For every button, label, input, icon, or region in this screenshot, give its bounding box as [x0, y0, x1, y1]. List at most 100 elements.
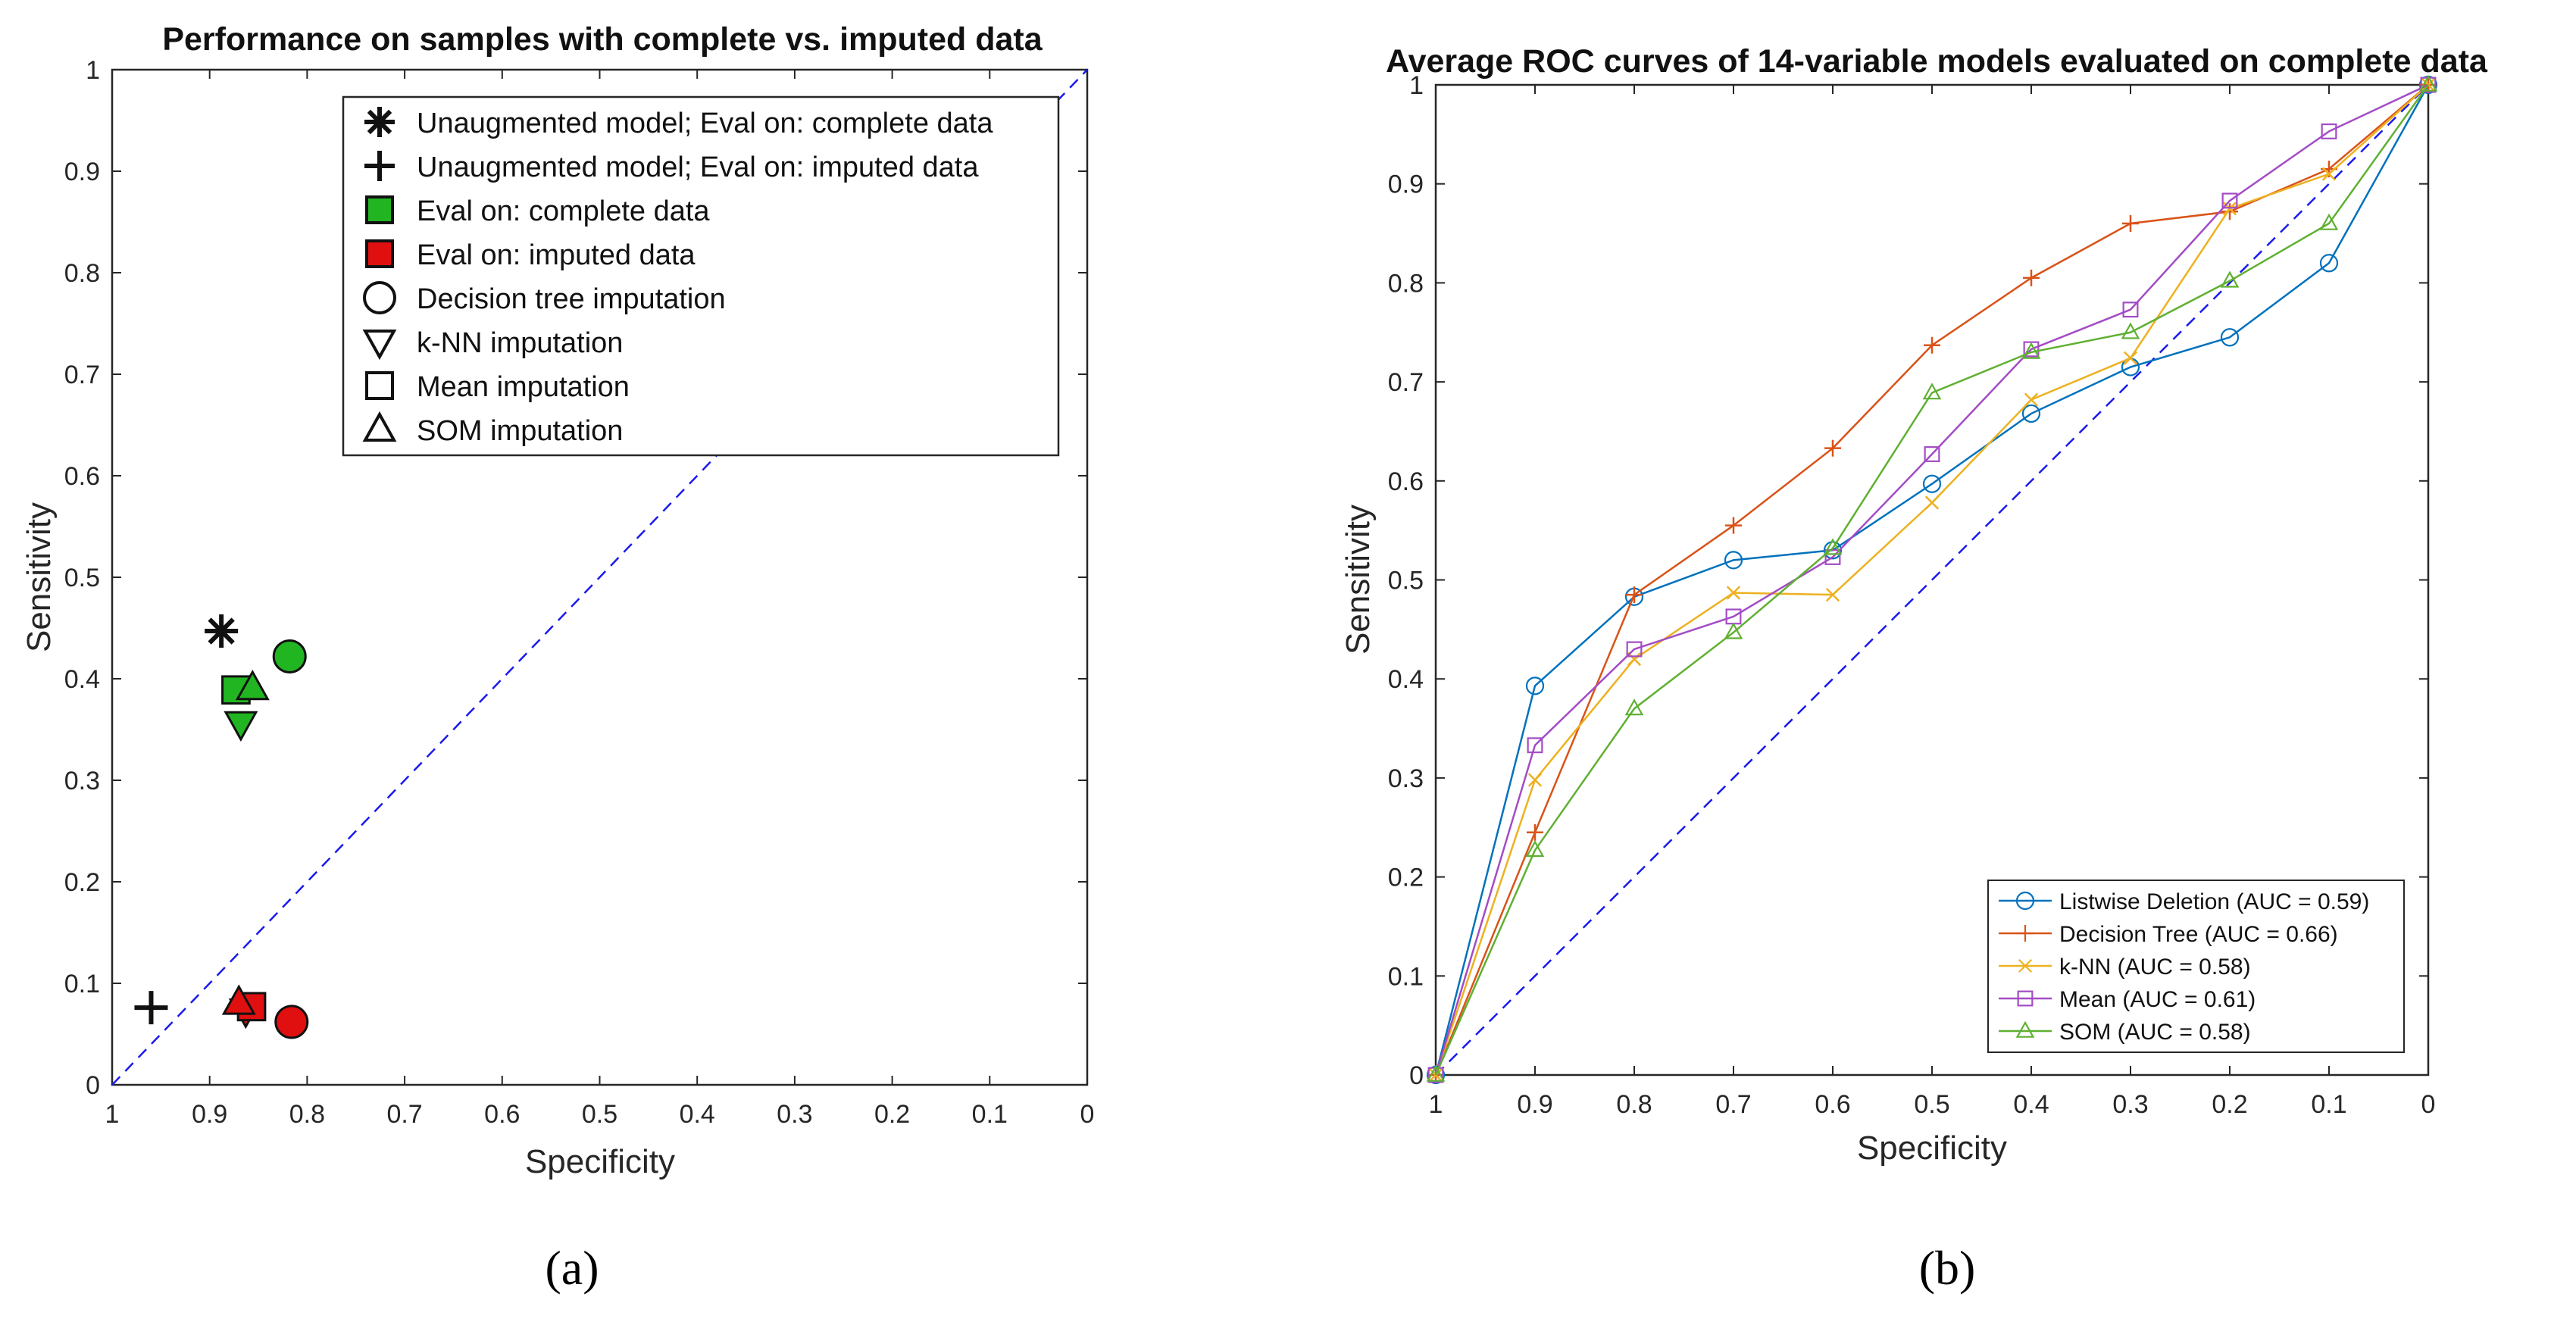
chart-b-ticks: 1 0.9 0.8 0.7 0.6 0.5 0.4 0.3 0.2 0.1 0 0 0.1 0.2 0.3 0…: [1388, 71, 2436, 1119]
chart-b-xtick-label: 0.8: [1616, 1090, 1652, 1119]
legend-b-label: Decision Tree (AUC = 0.66): [2059, 922, 2338, 947]
chart-a-xtick-label: 0.2: [874, 1100, 910, 1129]
chart-b-ytick-label: 0.5: [1388, 567, 1424, 595]
series-point: [2221, 192, 2238, 209]
series-line: [1434, 84, 2430, 1076]
series-point: [1527, 737, 1543, 754]
legend-a-label: Eval on: complete data: [417, 195, 710, 227]
chart-a-ytick-label: 1: [86, 56, 100, 85]
legend-b-marker-x-icon: [2018, 958, 2033, 973]
chart-a: Performance on samples with complete vs.…: [20, 21, 1094, 1180]
series-point: [2123, 351, 2138, 365]
series-point: [2321, 123, 2337, 139]
chart-b-xtick-label: 0.6: [1815, 1090, 1850, 1119]
series-point: [1725, 517, 1742, 534]
point-decision-tree-complete: [272, 639, 307, 674]
series-point: [2023, 269, 2040, 286]
series-point: [2220, 328, 2240, 347]
chart-b-ytick-label: 0.9: [1388, 170, 1424, 199]
series-point: [2220, 270, 2240, 288]
chart-b-xtick-label: 0.7: [1715, 1090, 1751, 1119]
chart-a-xtick-label: 0.7: [386, 1100, 422, 1129]
legend-a-marker-square-red-icon: [365, 239, 394, 268]
series-point: [1924, 495, 1940, 510]
series-line: [1434, 84, 2430, 1076]
chart-a-ytick-label: 0.4: [64, 665, 100, 694]
legend-a-marker-triangle-up-icon: [362, 411, 397, 442]
series-point: [1824, 548, 1841, 565]
chart-b-ytick-label: 1: [1409, 71, 1424, 100]
point-som-complete: [235, 669, 270, 701]
series-point: [1724, 551, 1743, 570]
series-2: [1428, 77, 2436, 1083]
series-point: [1824, 439, 1841, 457]
chart-a-legend-box: [342, 95, 1060, 457]
chart-a-ticks: 1 0.9 0.8 0.7 0.6 0.5 0.4 0.3 0.2 0.1 0 0 0.1 0.2 0.3 0…: [64, 56, 1095, 1129]
chart-a-diagonal-reference: [111, 69, 1088, 1086]
series-point: [2122, 214, 2139, 232]
series-point: [1525, 676, 1545, 695]
series-4: [1426, 74, 2438, 1082]
legend-a-label: SOM imputation: [417, 415, 623, 447]
legend-b-marker-circle-icon: [2015, 891, 2035, 911]
chart-b-legend-box: [1987, 880, 2405, 1053]
chart-a-legend: Unaugmented model; Eval on: complete dat…: [342, 95, 1060, 457]
chart-a-xtick-label: 0.5: [582, 1100, 617, 1129]
legend-a-marker-square-icon: [365, 371, 394, 400]
series-point: [2024, 392, 2039, 407]
chart-a-xtick-label: 0.8: [289, 1100, 325, 1129]
series-point: [1823, 538, 1843, 555]
point-decision-tree-imputed: [274, 1005, 309, 1039]
series-point: [1924, 446, 1940, 462]
chart-b-ytick-label: 0.3: [1388, 764, 1424, 793]
chart-a-ytick-label: 0.2: [64, 868, 100, 897]
series-point: [1825, 587, 1840, 602]
series-point: [2023, 341, 2040, 358]
chart-b-xtick-label: 0.5: [1914, 1090, 1949, 1119]
legend-b-marker-square-icon: [2017, 990, 2034, 1007]
chart-b-ylabel: Sensitivity: [1340, 505, 1377, 655]
legend-a-marker-asterisk-icon: [364, 107, 395, 137]
chart-b-ytick-label: 0.2: [1388, 864, 1424, 892]
series-point: [1426, 1064, 1446, 1082]
legend-a-label: Decision tree imputation: [417, 283, 726, 315]
chart-b-title: Average ROC curves of 14-variable models…: [1386, 43, 2488, 80]
chart-a-ytick-label: 0.3: [64, 767, 100, 795]
chart-b-xtick-label: 0.4: [2013, 1090, 2049, 1119]
caption-a: (a): [545, 1241, 599, 1295]
chart-b-ytick-label: 0.4: [1388, 665, 1424, 694]
chart-b-series: [1426, 74, 2438, 1085]
caption-b: (b): [1919, 1241, 1976, 1295]
legend-a-label: k-NN imputation: [417, 327, 623, 359]
chart-a-xtick-label: 0.1: [972, 1100, 1008, 1129]
legend-b-marker-triangle-up-icon: [2015, 1020, 2035, 1038]
chart-b-xtick-label: 0.3: [2112, 1090, 2148, 1119]
chart-b-xtick-label: 0.2: [2212, 1090, 2247, 1119]
chart-b-xtick-label: 0: [2421, 1090, 2436, 1119]
chart-b-xtick-label: 1: [1429, 1090, 1443, 1119]
series-point: [1626, 586, 1643, 604]
chart-a-ytick-label: 0.6: [64, 462, 100, 491]
chart-a-xtick-label: 0.6: [484, 1100, 520, 1129]
chart-a-ytick-label: 0.1: [64, 970, 100, 998]
legend-b-marker-plus-icon: [2017, 925, 2034, 942]
series-point: [1724, 622, 1743, 639]
chart-b-legend: Listwise Deletion (AUC = 0.59) Decision T…: [1987, 880, 2405, 1053]
series-point: [1924, 336, 1940, 354]
chart-a-xtick-label: 0.3: [777, 1100, 812, 1129]
legend-b-label: SOM (AUC = 0.58): [2059, 1020, 2251, 1045]
point-k-nn-complete: [224, 711, 258, 742]
chart-a-ylabel: Sensitivity: [20, 502, 58, 652]
chart-b-ytick-label: 0.7: [1388, 368, 1424, 397]
point-som-imputed: [221, 984, 256, 1015]
series-point: [2221, 203, 2238, 220]
series-point: [2122, 302, 2139, 318]
series-point: [2319, 254, 2339, 273]
series-point: [2021, 342, 2041, 359]
chart-a-xtick-label: 0.9: [192, 1100, 227, 1129]
series-point: [1726, 586, 1741, 600]
series-point: [2418, 74, 2438, 92]
chart-a-xlabel: Specificity: [525, 1143, 675, 1180]
series-point: [2121, 322, 2140, 339]
